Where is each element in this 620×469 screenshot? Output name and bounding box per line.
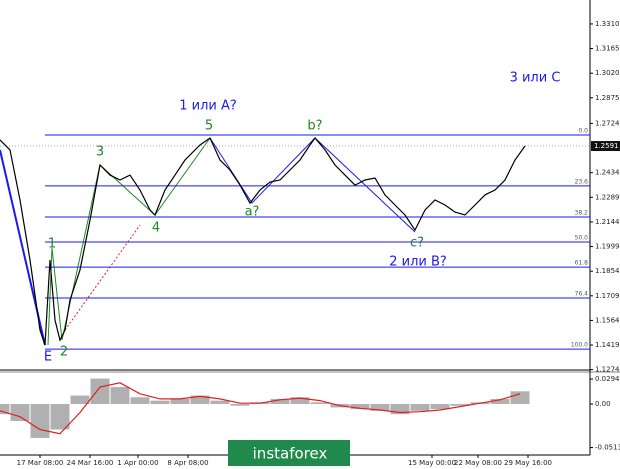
y-tick-label: 1.2434 bbox=[595, 169, 620, 177]
projection-line bbox=[64, 224, 141, 331]
x-tick-label: 8 Apr 08:00 bbox=[167, 459, 208, 467]
y-tick-label: 1.2289 bbox=[595, 193, 620, 201]
x-tick-label: 17 Mar 08:00 bbox=[17, 459, 64, 467]
fib-label: 0.0 bbox=[578, 127, 588, 134]
y-tick-label: 0.00 bbox=[595, 400, 611, 408]
fib-label: 100.0 bbox=[571, 342, 588, 349]
histogram-bar bbox=[230, 404, 250, 406]
watermark-text: instaforex bbox=[253, 445, 328, 463]
histogram-bar bbox=[390, 404, 410, 415]
x-tick-label: 1 Apr 00:00 bbox=[117, 459, 158, 467]
y-tick-label: 1.3310 bbox=[595, 20, 620, 28]
wave-line bbox=[47, 137, 211, 346]
y-tick-label: 1.1274 bbox=[595, 366, 620, 374]
histogram-bar bbox=[350, 404, 370, 410]
wave-label: a? bbox=[245, 205, 260, 220]
wave-label: 3 или C bbox=[510, 71, 561, 86]
y-tick-label: 1.2144 bbox=[595, 218, 620, 226]
wave-label: 2 bbox=[60, 345, 68, 360]
y-tick-label: 1.1419 bbox=[595, 341, 620, 349]
price-line bbox=[0, 137, 526, 346]
y-tick-label: 1.1564 bbox=[595, 316, 620, 324]
y-tick-label: 1.1709 bbox=[595, 292, 620, 300]
watermark: instaforex bbox=[228, 440, 350, 466]
fib-label: 76.4 bbox=[575, 291, 589, 298]
last-price-label: 1.2591 bbox=[594, 142, 619, 150]
histogram-bar bbox=[90, 378, 110, 405]
histogram-bar bbox=[170, 398, 190, 405]
last-price-box bbox=[591, 141, 620, 152]
y-tick-label: 0.02947 bbox=[595, 375, 620, 383]
y-tick-label: 1.3165 bbox=[595, 45, 620, 53]
wave-label: 1 или A? bbox=[179, 99, 237, 114]
wave-label: E bbox=[44, 350, 52, 365]
fib-label: 50.0 bbox=[575, 234, 589, 241]
wave-label: b? bbox=[307, 119, 322, 134]
x-tick-label: 29 May 16:00 bbox=[504, 459, 552, 467]
wave-label: 5 bbox=[205, 119, 213, 134]
wave-label: 2 или B? bbox=[389, 255, 447, 270]
y-tick-label: 1.2724 bbox=[595, 119, 620, 127]
histogram-bar bbox=[0, 404, 10, 415]
histogram-bar bbox=[270, 398, 290, 405]
histogram-bar bbox=[370, 404, 390, 411]
wave-label: 3 bbox=[96, 145, 104, 160]
histogram-bar bbox=[510, 391, 530, 405]
histogram-bar bbox=[410, 404, 430, 411]
y-tick-label: 1.1999 bbox=[595, 243, 620, 251]
histogram-bar bbox=[290, 397, 310, 405]
histogram-bar bbox=[130, 397, 150, 405]
histogram-bar bbox=[50, 404, 70, 430]
y-tick-label: 1.1854 bbox=[595, 267, 620, 275]
y-tick-label: -0.05133 bbox=[595, 444, 620, 452]
wave-label: c? bbox=[410, 236, 424, 251]
histogram-bar bbox=[490, 398, 510, 405]
wave-label: 1 bbox=[48, 237, 56, 252]
x-tick-label: 24 Mar 16:00 bbox=[67, 459, 114, 467]
histogram-bar bbox=[310, 402, 330, 405]
fib-label: 38.2 bbox=[575, 210, 589, 217]
x-tick-label: 15 May 00:00 bbox=[408, 459, 456, 467]
histogram-bar bbox=[110, 387, 130, 405]
histogram-bar bbox=[10, 404, 30, 421]
histogram-bar bbox=[150, 400, 170, 405]
histogram-bar bbox=[190, 395, 210, 405]
histogram-bar bbox=[70, 395, 90, 405]
histogram-bar bbox=[430, 404, 450, 410]
histogram-bar bbox=[30, 404, 50, 438]
wave-label: 4 bbox=[152, 221, 160, 236]
fib-label: 23.6 bbox=[575, 178, 589, 185]
x-tick-label: 22 May 08:00 bbox=[454, 459, 502, 467]
watermark-box bbox=[228, 440, 350, 466]
y-tick-label: 1.2875 bbox=[595, 94, 620, 102]
histogram-bar bbox=[210, 400, 230, 405]
histogram-bar bbox=[450, 404, 470, 406]
signal-line bbox=[0, 382, 521, 435]
y-tick-label: 1.3020 bbox=[595, 69, 620, 77]
fib-label: 61.8 bbox=[575, 260, 589, 267]
